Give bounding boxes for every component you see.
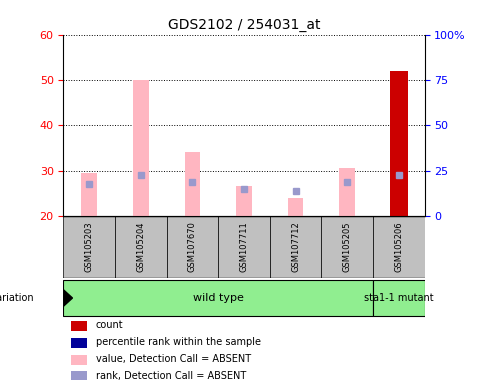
Bar	[166, 216, 218, 278]
Text: sta1-1 mutant: sta1-1 mutant	[364, 293, 433, 303]
Text: percentile rank within the sample: percentile rank within the sample	[96, 337, 261, 347]
Text: GSM107712: GSM107712	[291, 222, 300, 272]
Bar	[63, 280, 373, 316]
Bar	[81, 173, 97, 216]
Text: wild type: wild type	[193, 293, 244, 303]
Bar	[288, 198, 304, 216]
Bar	[390, 71, 408, 216]
Text: GSM105204: GSM105204	[136, 222, 145, 272]
Bar	[71, 321, 87, 331]
Text: GSM105203: GSM105203	[85, 222, 94, 272]
Bar	[373, 280, 425, 316]
Bar	[184, 152, 200, 216]
Text: GSM105205: GSM105205	[343, 222, 352, 272]
Text: rank, Detection Call = ABSENT: rank, Detection Call = ABSENT	[96, 371, 246, 381]
Bar	[322, 216, 373, 278]
Bar	[236, 186, 252, 216]
Text: GSM105206: GSM105206	[394, 222, 403, 272]
Bar	[270, 216, 322, 278]
Text: value, Detection Call = ABSENT: value, Detection Call = ABSENT	[96, 354, 251, 364]
Text: GSM107711: GSM107711	[240, 222, 248, 272]
Bar	[115, 216, 166, 278]
Bar	[71, 354, 87, 364]
Text: count: count	[96, 320, 123, 330]
Bar	[218, 216, 270, 278]
Bar	[340, 168, 355, 216]
Bar	[71, 338, 87, 348]
Text: genotype/variation: genotype/variation	[0, 293, 35, 303]
Text: GSM107670: GSM107670	[188, 222, 197, 273]
Title: GDS2102 / 254031_at: GDS2102 / 254031_at	[168, 18, 320, 32]
Polygon shape	[61, 288, 73, 308]
Bar	[63, 216, 115, 278]
Bar	[71, 371, 87, 381]
Bar	[133, 80, 148, 216]
Bar	[373, 216, 425, 278]
